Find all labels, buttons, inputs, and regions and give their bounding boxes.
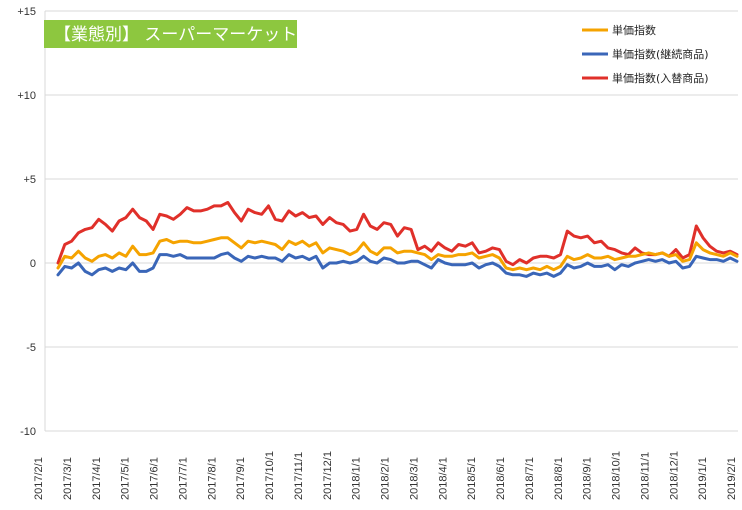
x-axis-labels: 2017/2/1 2017/3/1 2017/4/1 2017/5/1 2017/6/1… <box>33 451 738 500</box>
series-line <box>56 251 739 278</box>
x-tick-label: 2018/5/1 <box>466 457 478 500</box>
legend-label: 単価指数 <box>612 23 656 37</box>
chart-title: 【業態別】 スーパーマーケット <box>44 20 297 48</box>
x-tick-label: 2018/4/1 <box>437 457 449 500</box>
y-tick-label: -5 <box>26 342 36 354</box>
x-tick-label: 2019/2/1 <box>726 457 738 500</box>
chart-title-text: 【業態別】 スーパーマーケット <box>54 25 297 45</box>
x-tick-label: 2017/8/1 <box>206 457 218 500</box>
chart-title-background <box>44 20 297 48</box>
x-tick-label: 2018/10/1 <box>611 451 623 500</box>
x-tick-label: 2017/10/1 <box>264 451 276 500</box>
grid-lines <box>44 10 738 432</box>
x-tick-label: 2018/12/1 <box>668 451 680 500</box>
x-tick-label: 2017/11/1 <box>293 452 305 500</box>
x-tick-label: 2017/2/1 <box>33 457 45 500</box>
x-tick-label: 2019/1/1 <box>697 457 709 500</box>
series-line <box>56 236 739 272</box>
x-tick-label: 2018/2/1 <box>380 457 392 500</box>
x-tick-label: 2018/11/1 <box>639 452 651 500</box>
x-tick-label: 2017/5/1 <box>120 457 132 500</box>
y-tick-label: -10 <box>20 426 36 438</box>
x-tick-label: 2018/9/1 <box>582 457 594 500</box>
legend-label: 単価指数(入替商品) <box>612 71 709 85</box>
y-tick-label: 0 <box>30 258 36 270</box>
x-tick-label: 2018/1/1 <box>351 457 363 500</box>
x-tick-label: 2017/12/1 <box>322 451 334 500</box>
x-tick-label: 2017/6/1 <box>149 457 161 500</box>
y-tick-label: +15 <box>17 6 36 18</box>
x-tick-label: 2018/3/1 <box>408 457 420 500</box>
x-tick-label: 2018/7/1 <box>524 457 536 500</box>
x-tick-label: 2018/8/1 <box>553 457 565 500</box>
y-tick-label: +5 <box>23 174 36 186</box>
series-line <box>56 201 739 267</box>
y-axis-labels: +15 +10 +5 0 -5 -10 <box>17 6 36 438</box>
x-tick-label: 2017/7/1 <box>177 457 189 500</box>
y-tick-label: +10 <box>17 90 36 102</box>
x-tick-label: 2017/3/1 <box>62 457 74 500</box>
legend-label: 単価指数(継続商品) <box>612 47 709 61</box>
x-tick-label: 2017/9/1 <box>235 457 247 500</box>
x-tick-label: 2018/6/1 <box>495 457 507 500</box>
series-lines <box>56 201 739 278</box>
x-tick-label: 2017/4/1 <box>91 457 103 500</box>
